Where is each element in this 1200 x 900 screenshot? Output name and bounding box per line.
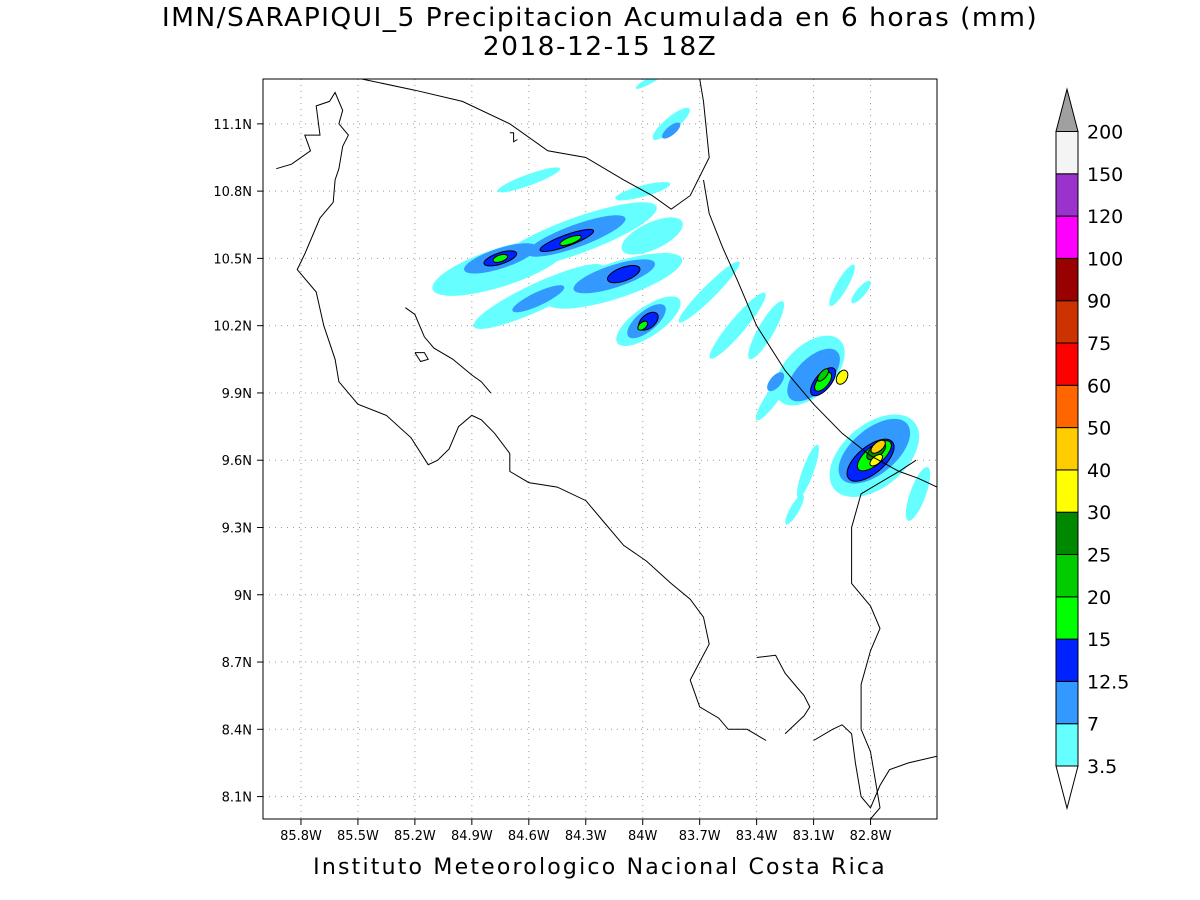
lon-tick-label: 83.4W <box>736 829 778 844</box>
lon-tick-label: 83.1W <box>793 829 835 844</box>
precip-cell <box>796 444 819 499</box>
coastline <box>851 459 917 819</box>
colorbar-label: 25 <box>1087 545 1111 567</box>
precip-cell <box>615 181 671 201</box>
map-frame <box>262 78 938 820</box>
coastline <box>405 307 492 394</box>
colorbar-swatch <box>1055 638 1079 682</box>
precip-cell <box>851 280 871 304</box>
lat-tick-label: 10.5N <box>213 252 252 267</box>
coastline <box>361 79 710 210</box>
colorbar-label: 50 <box>1087 418 1111 440</box>
footer-credit: Instituto Meteorologico Nacional Costa R… <box>313 855 887 880</box>
colorbar-swatch <box>1055 554 1079 598</box>
lon-tick-label: 85.5W <box>337 829 379 844</box>
colorbar-label: 3.5 <box>1087 756 1117 778</box>
precip-cell <box>662 122 681 139</box>
precipitation-field <box>432 79 931 525</box>
colorbar-swatch <box>1055 215 1079 259</box>
lon-tick-label: 85.8W <box>280 829 322 844</box>
colorbar-swatch <box>1055 131 1079 175</box>
colorbar-label: 75 <box>1087 333 1111 355</box>
lon-tick-label: 85.2W <box>394 829 436 844</box>
precip-cell <box>767 372 785 392</box>
precip-cell <box>559 234 582 246</box>
precip-cell <box>512 285 565 313</box>
precip-cell <box>905 466 931 521</box>
lon-tick-label: 84.9W <box>451 829 493 844</box>
colorbar-label: 15 <box>1087 629 1111 651</box>
lat-tick-label: 10.8N <box>213 185 252 200</box>
colorbar-label: 120 <box>1087 206 1123 228</box>
colorbar-swatch <box>1055 680 1079 725</box>
precip-cell <box>621 217 683 255</box>
lon-tick-label: 83.7W <box>679 829 721 844</box>
lat-tick-label: 11.1N <box>213 118 252 133</box>
precip-cell <box>709 292 766 359</box>
colorbar-swatch <box>1055 300 1079 344</box>
colorbar-swatch <box>1055 384 1079 429</box>
lat-lon-grid <box>263 79 937 819</box>
lon-tick-label: 84.6W <box>508 829 550 844</box>
colorbar-label: 100 <box>1087 248 1123 270</box>
colorbar-top-arrow <box>1055 87 1079 132</box>
colorbar-swatch <box>1055 511 1079 556</box>
coastline <box>703 179 937 488</box>
precip-cell <box>835 369 849 385</box>
lat-tick-label: 9.9N <box>222 387 252 402</box>
colorbar-swatch <box>1055 469 1079 513</box>
colorbar-label: 20 <box>1087 587 1111 609</box>
precip-cell <box>817 368 830 382</box>
colorbar-label: 40 <box>1087 460 1111 482</box>
colorbar-label: 90 <box>1087 291 1111 313</box>
axis-ticks: 11.1N 10.8N 10.5N 10.2N 9.9N 9.6N 9.3N 9N 8.7N 8.… <box>213 118 891 844</box>
colorbar-label: 150 <box>1087 164 1123 186</box>
precip-cell <box>785 494 804 525</box>
colorbar-swatch <box>1055 257 1079 302</box>
colorbar-swatch <box>1055 427 1079 471</box>
lon-tick-label: 84W <box>628 829 658 844</box>
precip-cell <box>748 301 785 360</box>
colorbar-swatch <box>1055 342 1079 386</box>
colorbar-swatch <box>1055 173 1079 217</box>
coastline <box>276 91 767 741</box>
lat-tick-label: 9N <box>234 589 252 604</box>
lat-tick-label: 9.6N <box>222 454 252 469</box>
map-subtitle-datetime: 2018-12-15 18Z <box>482 32 718 62</box>
colorbar-bottom-arrow <box>1055 765 1079 811</box>
map-title: IMN/SARAPIQUI_5 Precipitacion Acumulada … <box>161 3 1039 33</box>
precip-cell <box>637 320 649 331</box>
colorbar-label: 12.5 <box>1087 671 1129 693</box>
precip-cell <box>652 107 690 140</box>
colorbar-swatch <box>1055 723 1079 767</box>
lon-tick-label: 84.3W <box>565 829 607 844</box>
lat-tick-label: 10.2N <box>213 320 252 335</box>
colorbar-label: 60 <box>1087 375 1111 397</box>
coastline <box>509 132 518 143</box>
colorbar-label: 7 <box>1087 714 1099 736</box>
colorbar-label: 30 <box>1087 502 1111 524</box>
coastline-borders <box>276 79 937 819</box>
precip-cell <box>678 261 740 323</box>
colorbar: 3.5 7 12.5 15 20 25 30 40 50 60 75 90 100 120 150 200 <box>1055 87 1129 811</box>
coastline <box>414 352 429 363</box>
lat-tick-label: 8.7N <box>222 656 252 671</box>
precip-cell <box>607 264 641 284</box>
colorbar-label: 200 <box>1087 122 1123 144</box>
precip-cell <box>492 253 509 263</box>
precip-cell <box>635 79 669 89</box>
colorbar-swatch <box>1055 596 1079 640</box>
precip-cell <box>497 167 561 193</box>
map-background <box>263 79 937 819</box>
precip-cell <box>870 439 886 454</box>
lat-tick-label: 8.4N <box>222 723 252 738</box>
lon-tick-label: 82.8W <box>850 829 892 844</box>
lat-tick-label: 8.1N <box>222 791 252 806</box>
coastline <box>813 724 937 809</box>
lat-tick-label: 9.3N <box>222 521 252 536</box>
precip-cell <box>829 264 855 307</box>
coastline <box>756 654 811 735</box>
